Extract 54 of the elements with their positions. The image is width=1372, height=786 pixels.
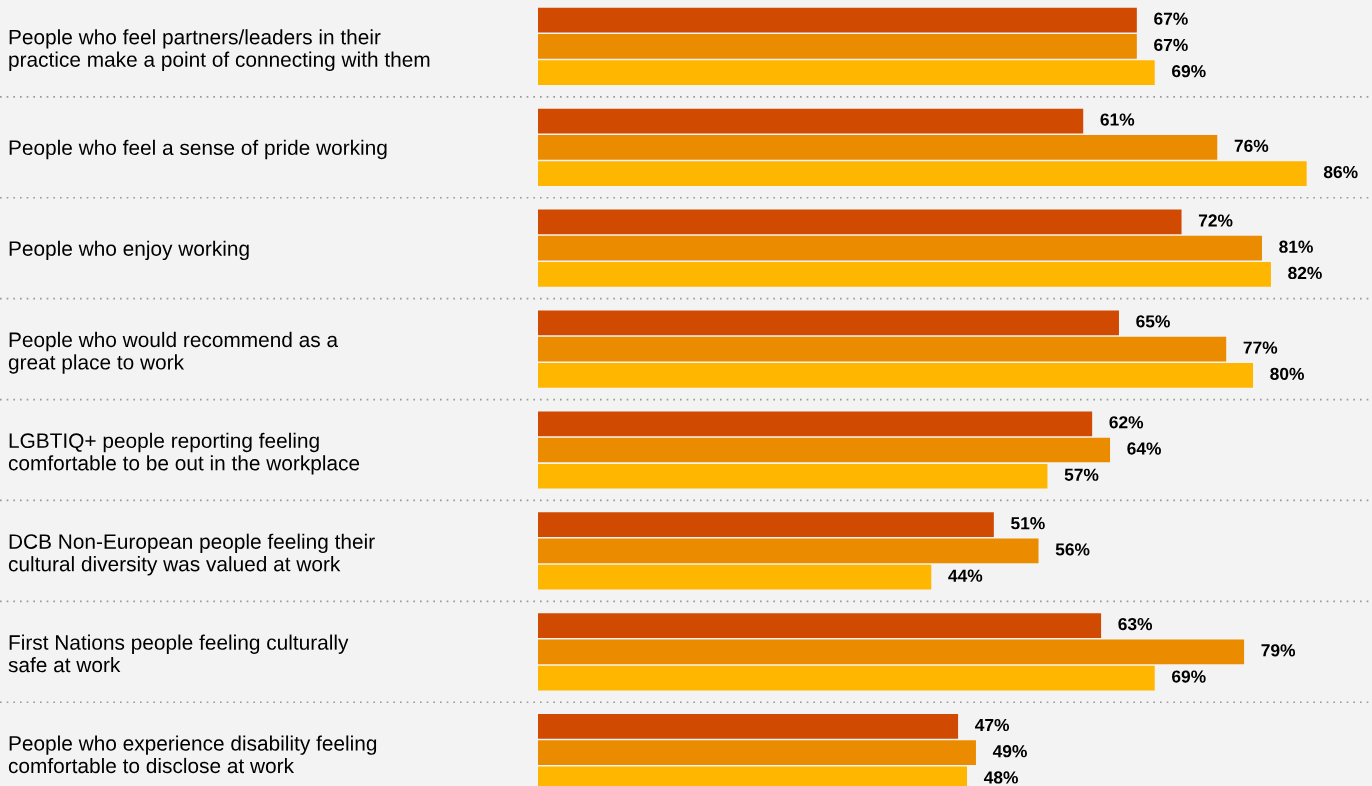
data-label: 57% — [1064, 468, 1099, 481]
data-label: 76% — [1234, 139, 1269, 152]
bar — [538, 714, 959, 739]
bar — [538, 134, 1218, 160]
data-label: 86% — [1323, 165, 1358, 179]
data-label: 63% — [1118, 617, 1153, 631]
data-label: 61% — [1100, 113, 1135, 126]
bar — [538, 613, 1102, 638]
data-label: 44% — [948, 569, 983, 582]
bar — [538, 538, 1039, 564]
bar — [538, 235, 1262, 261]
data-label: 67% — [1154, 38, 1188, 52]
data-label: 67% — [1154, 12, 1188, 25]
bar — [538, 310, 1119, 336]
bar — [538, 108, 1084, 134]
bar — [538, 7, 1137, 33]
data-label: 79% — [1261, 644, 1296, 657]
data-label: 69% — [1172, 65, 1206, 78]
data-label: 51% — [1011, 517, 1045, 530]
y-tick-label: People who enjoy working — [9, 240, 249, 261]
data-label: 81% — [1279, 240, 1313, 253]
data-label: 49% — [992, 745, 1027, 758]
data-label: 62% — [1109, 416, 1144, 429]
data-label: 47% — [975, 718, 1010, 732]
y-tick-label: DCB Non-European people feeling their cultural diversity was valued at work — [8, 533, 375, 576]
bar — [538, 463, 1048, 489]
bar — [538, 411, 1093, 437]
bar — [538, 60, 1155, 86]
data-label: 56% — [1055, 543, 1090, 556]
y-tick-label: People who experience disability feeling comfortable to disclose at work — [8, 735, 377, 774]
data-label: 65% — [1136, 315, 1170, 328]
bar — [538, 262, 1271, 287]
bar — [538, 161, 1307, 186]
bar — [538, 336, 1227, 362]
y-tick-label: First Nations people feeling culturally safe at work — [8, 634, 349, 673]
bar — [538, 639, 1245, 665]
data-label: 82% — [1288, 266, 1322, 280]
y-tick-label: People who would recommend as a great place to work — [8, 331, 339, 374]
data-label: 48% — [983, 771, 1018, 784]
data-label: 72% — [1198, 214, 1233, 227]
data-label: 69% — [1172, 670, 1206, 683]
bar — [538, 437, 1111, 463]
data-label: 80% — [1270, 367, 1304, 380]
bar — [538, 209, 1182, 235]
bar — [538, 362, 1254, 388]
data-label: 64% — [1127, 442, 1161, 455]
y-tick-label: People who feel a sense of pride working — [9, 139, 387, 160]
y-tick-label: People who feel partners/leaders in their practice make a point of connecting with them — [9, 29, 430, 72]
y-tick-label: LGBTIQ+ people reporting feeling comfortable to be out in the workplace — [8, 432, 360, 475]
bar — [538, 34, 1137, 59]
data-label: 77% — [1243, 341, 1278, 354]
bar — [538, 665, 1155, 691]
bar — [538, 564, 932, 590]
bar — [538, 512, 994, 538]
